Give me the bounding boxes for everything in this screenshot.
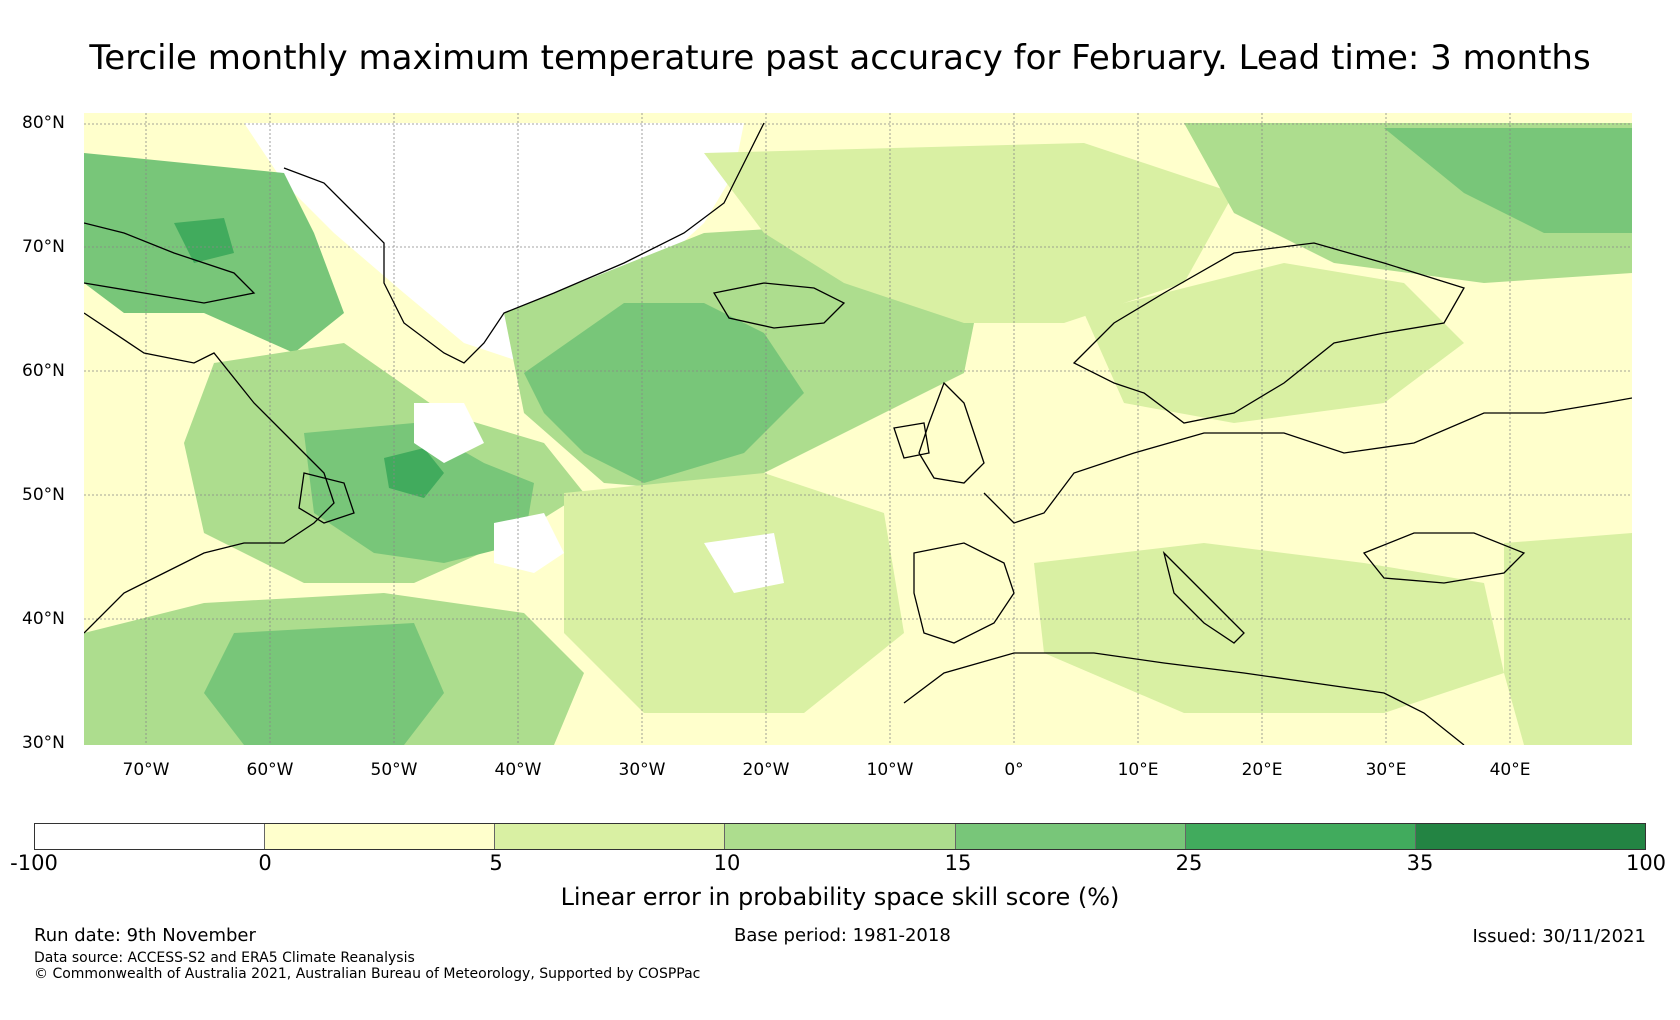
base-period: Base period: 1981-2018 (734, 925, 951, 946)
region-north-atlantic-core (524, 303, 804, 483)
coast-iceland (712, 282, 846, 329)
coast-newfoundland (298, 472, 355, 524)
coast-ireland (893, 422, 930, 459)
lon-label-10e: 10°E (1117, 760, 1159, 780)
lat-label-50n: 50°N (22, 485, 65, 505)
region-iberia-low (704, 533, 784, 593)
colorbar-tick-5: 5 (489, 851, 503, 875)
region-scandinavia (1084, 263, 1464, 423)
run-date: Run date: 9th November (34, 925, 256, 946)
lon-label-20e: 20°E (1241, 760, 1283, 780)
skill-score-map (84, 113, 1632, 745)
data-source: Data source: ACCESS-S2 and ERA5 Climate … (34, 950, 415, 966)
colorbar (34, 823, 1646, 850)
lon-label-70w: 70°W (122, 760, 170, 780)
colorbar-tick-0: 0 (258, 851, 272, 875)
issued-date: Issued: 30/11/2021 (1472, 926, 1646, 947)
lon-label-0: 0° (1004, 760, 1024, 780)
lon-label-20w: 20°W (742, 760, 790, 780)
colorbar-segment-5 (1185, 824, 1416, 849)
lat-label-70n: 70°N (22, 237, 65, 257)
lon-label-50w: 50°W (370, 760, 418, 780)
coast-iberia (913, 542, 1015, 644)
coast-greenland (283, 122, 765, 364)
colorbar-segment-3 (725, 824, 956, 849)
lat-label-80n: 80°N (22, 113, 65, 133)
chart-title: Tercile monthly maximum temperature past… (89, 38, 1591, 78)
region-baffin-core (174, 218, 234, 263)
skill-regions (84, 123, 1632, 745)
coast-baffin (84, 222, 256, 304)
region-nordic-seas (704, 143, 1234, 323)
coast-black-sea (1362, 532, 1526, 584)
lon-label-60w: 60°W (246, 760, 294, 780)
lon-label-40e: 40°E (1489, 760, 1531, 780)
colorbar-segment-2 (495, 824, 726, 849)
lat-label-40n: 40°N (22, 609, 65, 629)
region-mediterranean (1034, 543, 1504, 713)
colorbar-segment-6 (1415, 824, 1645, 849)
region-azores-low (494, 513, 564, 573)
colorbar-tick-35: 35 (1406, 851, 1434, 875)
colorbar-tick-minus100: -100 (10, 851, 58, 875)
colorbar-tick-10: 10 (713, 851, 741, 875)
region-subtropical-core (204, 623, 444, 745)
colorbar-tick-15: 15 (944, 851, 972, 875)
coast-europe-mainland (983, 397, 1632, 524)
copyright: © Commonwealth of Australia 2021, Austra… (34, 966, 701, 982)
coast-italy (1162, 550, 1245, 644)
colorbar-label: Linear error in probability space skill … (560, 883, 1120, 911)
region-newfoundland-core (384, 448, 444, 498)
region-greenland-interior (244, 123, 744, 363)
colorbar-segment-1 (265, 824, 496, 849)
region-kara-core (1384, 128, 1632, 233)
colorbar-tick-100: 100 (1625, 851, 1667, 875)
colorbar-tick-25: 25 (1175, 851, 1203, 875)
lon-label-40w: 40°W (494, 760, 542, 780)
lat-label-60n: 60°N (22, 361, 65, 381)
lon-label-30w: 30°W (618, 760, 666, 780)
coast-north-africa (903, 652, 1465, 745)
map-panel (84, 113, 1632, 745)
lat-label-30n: 30°N (22, 733, 65, 753)
colorbar-segment-4 (955, 824, 1186, 849)
colorbar-segment-0 (35, 824, 266, 849)
coast-labrador (84, 312, 335, 634)
lon-label-10w: 10°W (866, 760, 914, 780)
region-mid-atlantic-low (414, 403, 484, 463)
lon-label-30e: 30°E (1365, 760, 1407, 780)
coast-scandinavia (1072, 242, 1465, 424)
region-near-east (1504, 533, 1632, 745)
coastlines (84, 122, 1632, 745)
map-gridlines (84, 113, 1632, 745)
